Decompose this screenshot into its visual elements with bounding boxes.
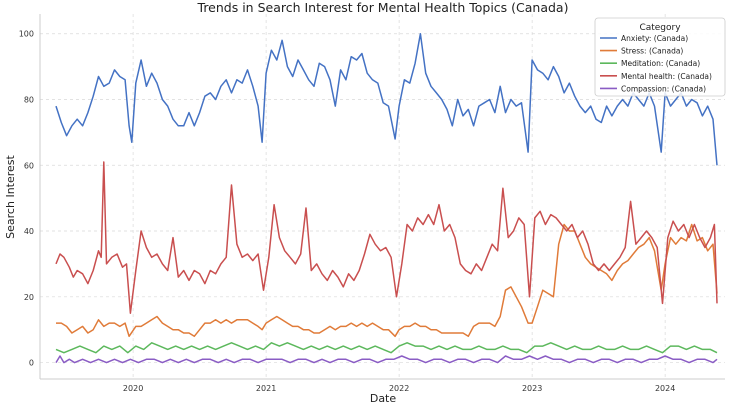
legend-entry: Compassion: (Canada) — [621, 84, 706, 93]
series-line-0 — [55, 32, 718, 166]
y-tick-label: 20 — [24, 293, 34, 302]
x-tick-labels: 2020 2021 2022 2023 2024 — [123, 384, 675, 393]
legend-entry: Meditation: (Canada) — [621, 59, 700, 68]
chart-title: Trends in Search Interest for Mental Hea… — [197, 0, 569, 15]
y-tick-label: 80 — [24, 95, 34, 104]
series-lines — [55, 32, 718, 364]
x-tick-label: 2024 — [655, 384, 675, 393]
x-tick-label: 2023 — [522, 384, 542, 393]
legend-box — [594, 17, 726, 97]
legend-title: Category — [639, 23, 681, 33]
y-tick-label: 40 — [24, 227, 34, 236]
x-tick-label: 2022 — [389, 384, 409, 393]
series-line-2 — [55, 342, 718, 354]
y-tick-label: 0 — [29, 359, 34, 368]
x-axis-label: Date — [370, 392, 397, 405]
y-tick-label: 100 — [19, 30, 34, 39]
legend-items: Anxiety: (Canada) Stress: (Canada) Meditat… — [600, 34, 712, 93]
legend-entry: Mental health: (Canada) — [621, 72, 712, 81]
y-tick-labels: 0 20 40 60 80 100 — [19, 30, 34, 368]
series-line-1 — [56, 223, 718, 338]
legend: Category Anxiety: (Canada) Stress: (Canad… — [594, 17, 726, 97]
series-line-4 — [55, 355, 718, 364]
legend-entry: Stress: (Canada) — [621, 47, 683, 56]
y-tick-label: 60 — [24, 161, 34, 170]
series-line-3 — [55, 161, 718, 314]
y-axis-label: Search Interest — [4, 154, 17, 238]
x-tick-label: 2021 — [256, 384, 276, 393]
legend-entry: Anxiety: (Canada) — [621, 34, 688, 43]
x-tick-label: 2020 — [123, 384, 143, 393]
